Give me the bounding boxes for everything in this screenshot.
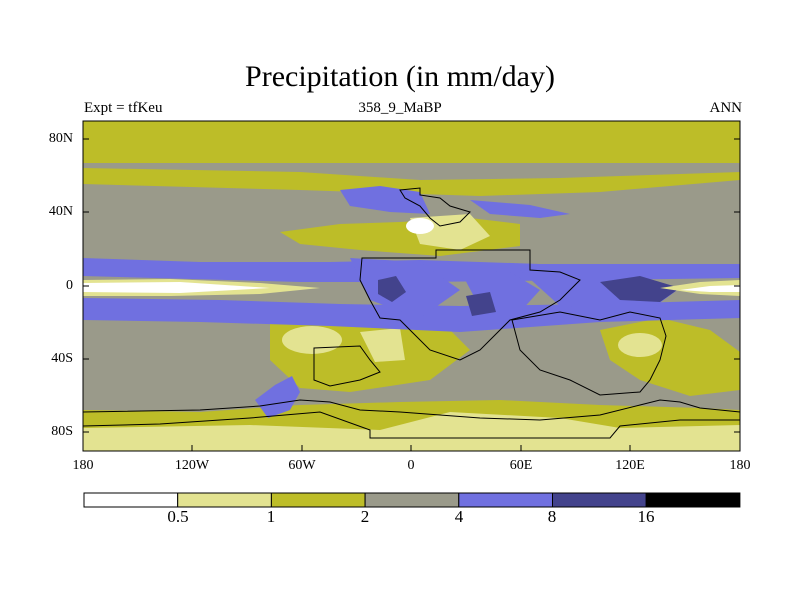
colorbar-bin-1 [177, 492, 272, 508]
x-tick-label: 120E [615, 458, 645, 473]
x-tick-label: 180 [729, 458, 751, 473]
y-tick-label: 40N [48, 204, 73, 219]
colorbar-bin-3 [364, 492, 460, 508]
colorbar-label: 4 [454, 507, 464, 526]
y-tick-label: 80S [51, 424, 73, 439]
north-midlat-band [83, 168, 740, 196]
colorbar-label: 0.5 [167, 507, 189, 526]
colorbar-bin-4 [458, 492, 553, 508]
antarctic-dry [83, 412, 740, 451]
plot-title: Precipitation (in mm/day) [245, 60, 555, 93]
x-tick-label: 0 [407, 458, 415, 473]
x-tick-label: 180 [72, 458, 94, 473]
colorbar-bin-6 [645, 492, 741, 508]
colorbar-label: 16 [637, 507, 655, 526]
y-tick-label: 0 [66, 278, 73, 293]
colorbar [83, 492, 741, 508]
colorbar-bin-2 [270, 492, 366, 508]
x-tick-label: 60W [288, 458, 316, 473]
axis-ticks [82, 138, 741, 451]
colorbar-label: 1 [266, 507, 276, 526]
colorbar-bin-5 [552, 492, 647, 508]
colorbar-bin-0 [83, 492, 179, 508]
colorbar-label: 8 [547, 507, 557, 526]
coastlines [82, 187, 741, 439]
experiment-label: Expt = tfKeu [84, 100, 163, 116]
x-tick-label: 60E [509, 458, 533, 473]
y-tick-label: 40S [51, 351, 73, 366]
y-tick-label: 80N [48, 131, 73, 146]
period-label: 358_9_MaBP [358, 100, 442, 116]
colorbar-label: 2 [360, 507, 370, 526]
x-tick-label: 120W [174, 458, 210, 473]
arctic-band [83, 121, 740, 163]
season-label: ANN [709, 100, 743, 116]
